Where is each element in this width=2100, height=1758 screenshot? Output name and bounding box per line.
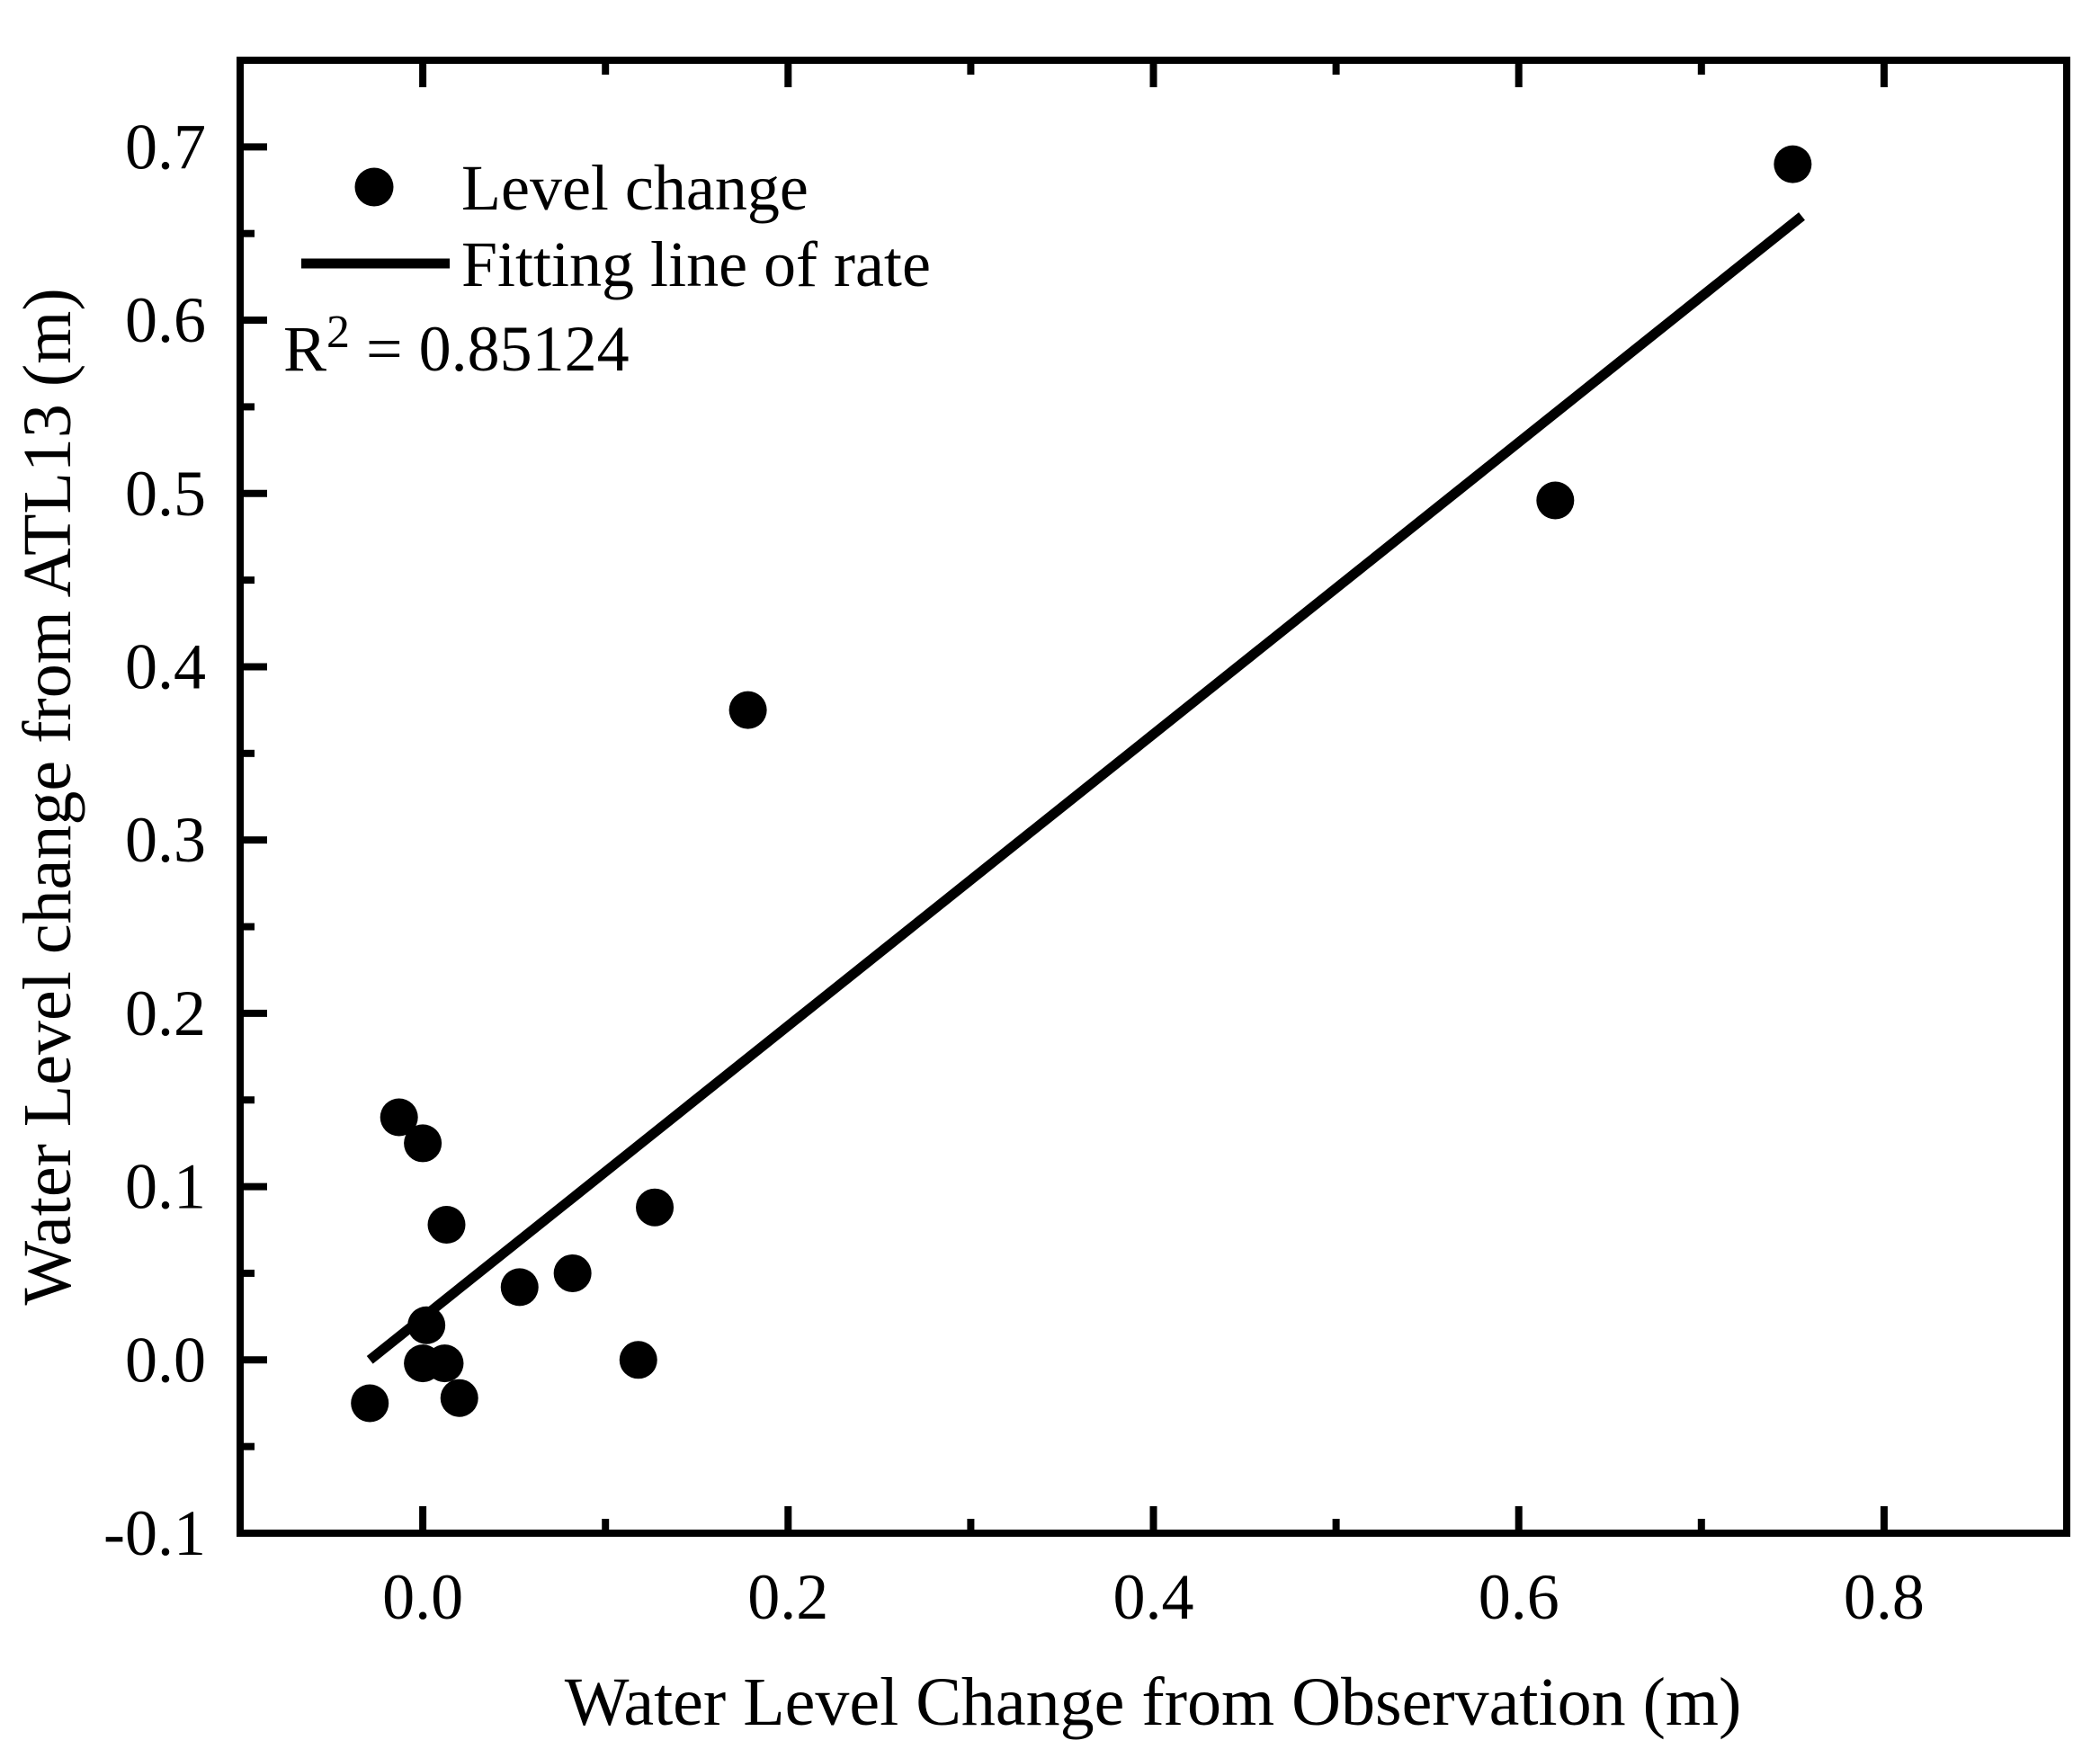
r-squared-annotation: R2 = 0.85124	[283, 307, 630, 385]
data-point	[425, 1344, 464, 1383]
data-layer	[351, 145, 1812, 1423]
legend-label-fitting-line: Fitting line of rate	[461, 228, 931, 300]
r-squared-base: R	[283, 313, 326, 385]
y-axis-tick-label: 0.7	[125, 111, 206, 183]
x-axis-tick-label: 0.0	[382, 1561, 463, 1633]
r-squared-value: = 0.85124	[350, 313, 630, 385]
y-axis-tick-label: 0.4	[125, 630, 206, 702]
y-axis-tick-label: -0.1	[103, 1497, 206, 1569]
x-axis-tick-label: 0.2	[747, 1561, 828, 1633]
x-axis-tick-label: 0.4	[1113, 1561, 1194, 1633]
data-point	[427, 1205, 466, 1244]
y-axis-title: Water Level change from ATL13 (m)	[10, 288, 85, 1305]
y-axis-tick-label: 0.3	[125, 804, 206, 876]
data-point	[351, 1384, 389, 1423]
x-axis-tick-label: 0.8	[1844, 1561, 1925, 1633]
y-axis-tick-label: 0.0	[125, 1324, 206, 1396]
data-point	[440, 1379, 478, 1417]
y-axis-tick-label: 0.5	[125, 458, 206, 530]
fitting-line	[366, 212, 1805, 1364]
data-point	[380, 1098, 418, 1137]
data-point	[636, 1188, 675, 1227]
data-point	[407, 1306, 446, 1344]
y-axis-tick-label: 0.6	[125, 284, 206, 356]
data-point	[619, 1341, 657, 1379]
x-axis-title: Water Level Change from Observation (m)	[565, 1664, 1742, 1740]
r-squared-exponent: 2	[326, 307, 350, 358]
data-point	[1774, 145, 1812, 183]
legend-marker-level-change-icon	[354, 167, 394, 207]
y-axis-tick-label: 0.1	[125, 1151, 206, 1223]
data-point	[553, 1254, 592, 1292]
data-point	[1536, 481, 1575, 520]
axes-layer: 0.0 0.2 0.4 0.6 0.8 -0.1 0.0 0.1 0.2 0.3 0.4 0.5 0.6…	[103, 57, 2070, 1633]
data-point	[500, 1268, 539, 1307]
x-axis-tick-label: 0.6	[1479, 1561, 1559, 1633]
y-axis-tick-label: 0.2	[125, 977, 206, 1049]
data-point	[404, 1124, 442, 1163]
legend-label-level-change: Level change	[461, 152, 809, 224]
data-point	[728, 691, 767, 729]
legend: Level change Fitting line of rate R2 = 0…	[283, 152, 931, 385]
